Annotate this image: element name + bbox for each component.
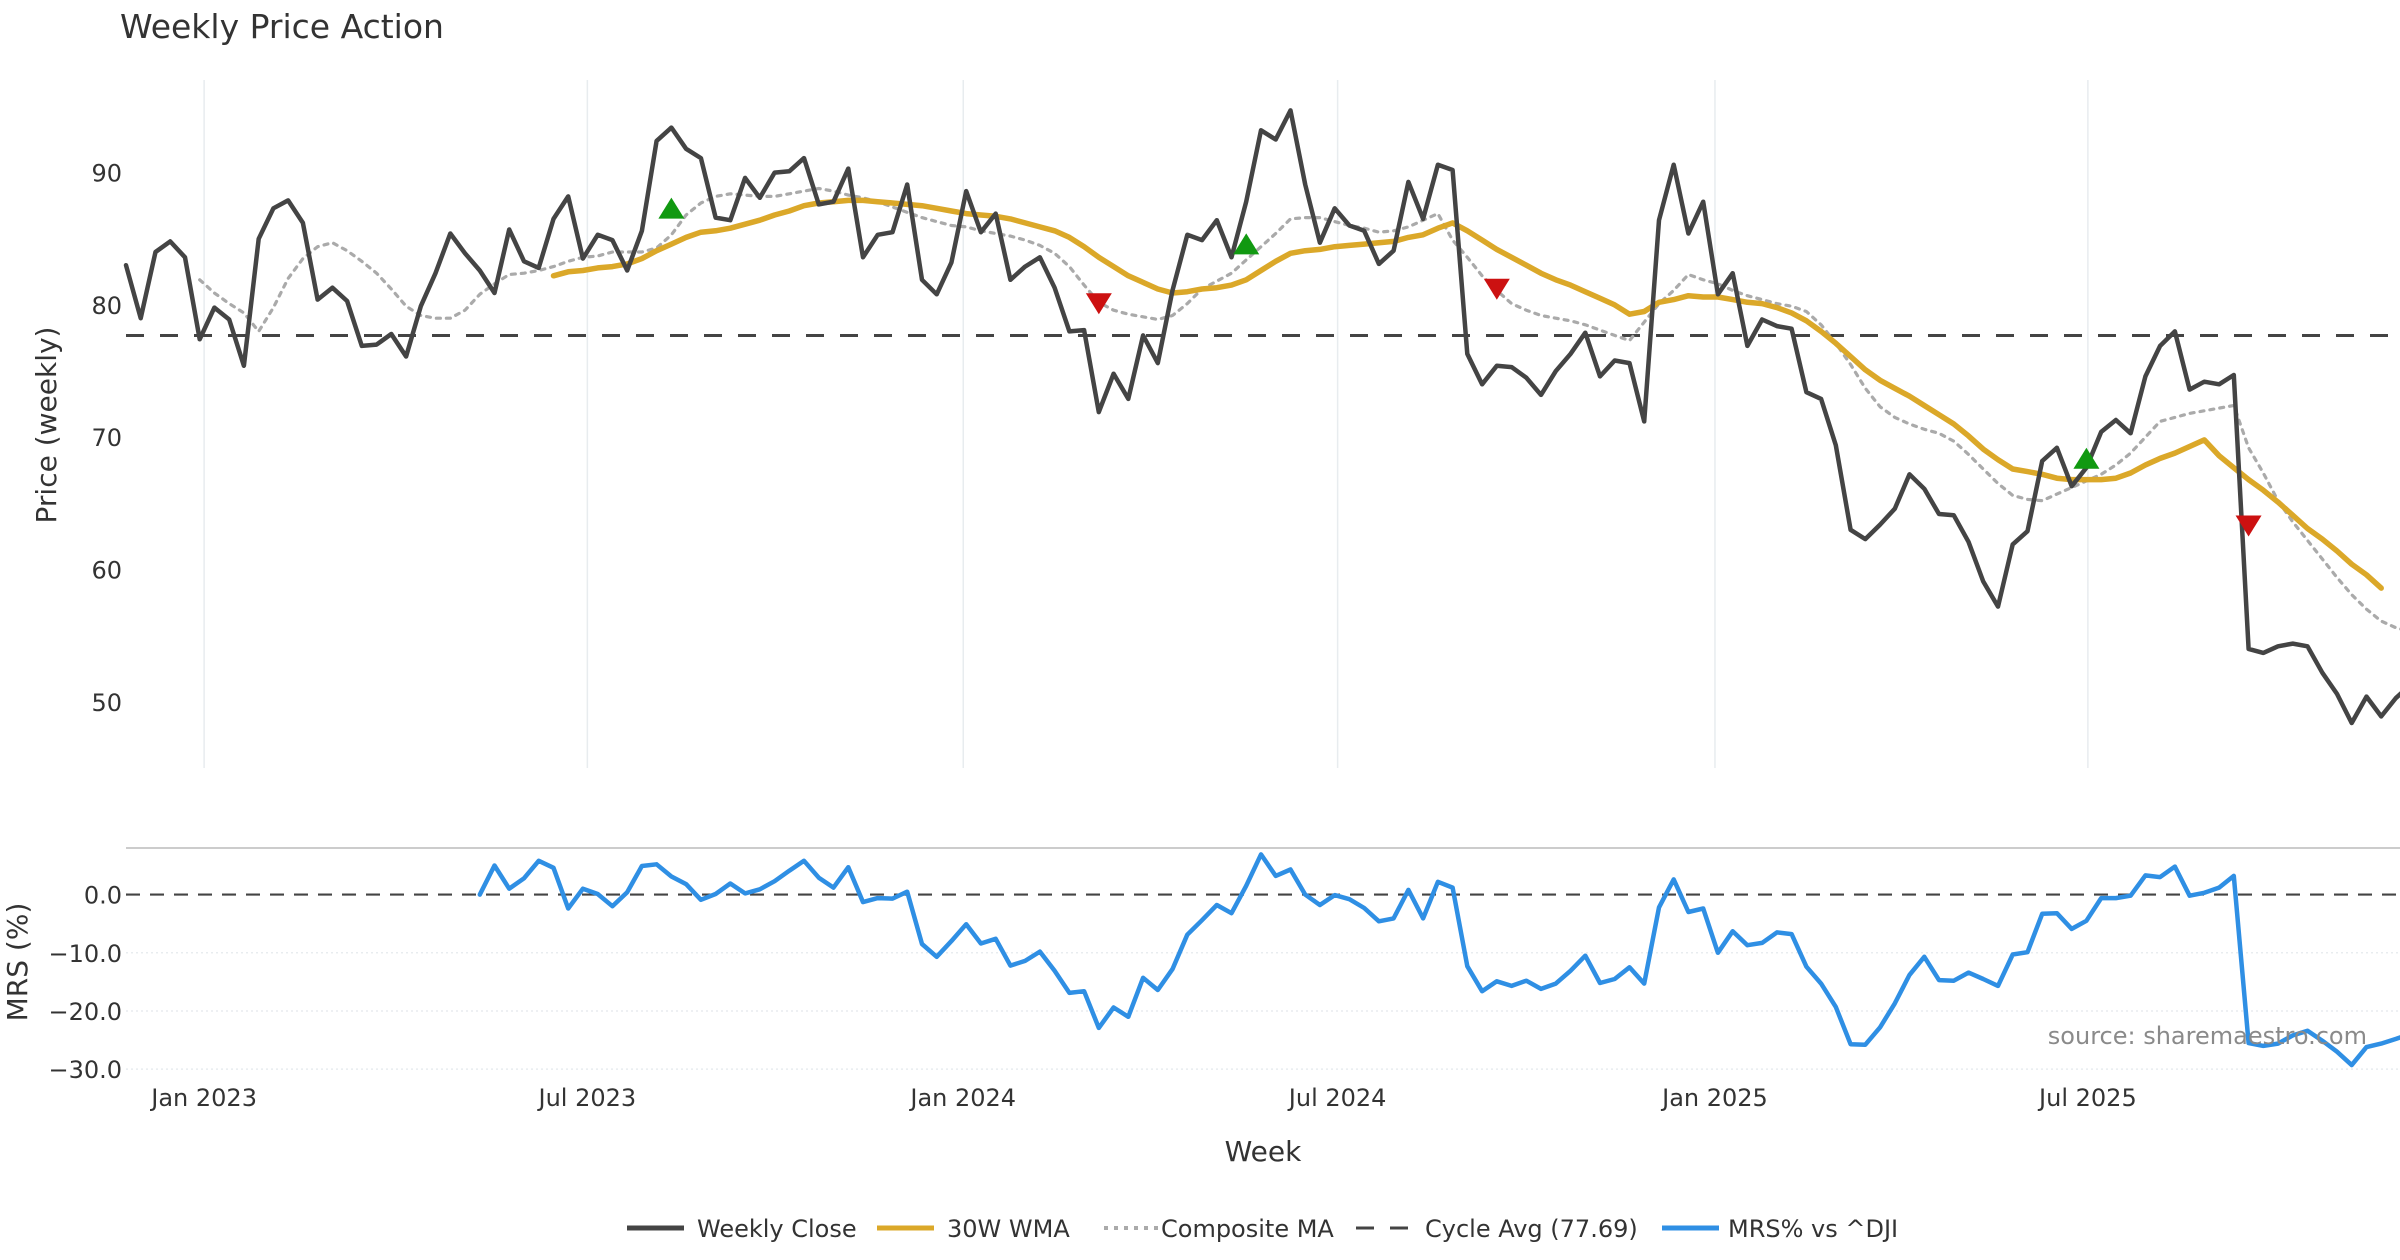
mrs-y-tick-label: −30.0 (48, 1056, 122, 1084)
composite-ma-line (198, 186, 2400, 631)
buy-signal-marker (1233, 233, 1260, 255)
price-y-tick-label: 50 (91, 689, 122, 717)
mrs-y-tick-label: −10.0 (48, 940, 122, 968)
legend-label-wma: 30W WMA (947, 1215, 1070, 1243)
legend-label-composite: Composite MA (1161, 1215, 1334, 1243)
x-tick-label: Jan 2024 (908, 1084, 1016, 1112)
sell-signal-marker (2235, 515, 2262, 537)
x-ticks: Jan 2023 Jul 2023 Jan 2024 Jul 2024 Jan 2025… (149, 1084, 2136, 1112)
x-tick-label: Jan 2025 (1660, 1084, 1768, 1112)
price-y-tick-label: 70 (91, 424, 122, 452)
buy-signal-marker (2073, 447, 2100, 469)
mrs-grid (126, 952, 2400, 1070)
price-grid (203, 80, 2089, 768)
mrs-y-ticks: 0.0 −10.0 −20.0 −30.0 (48, 882, 122, 1085)
legend-label-close: Weekly Close (697, 1215, 857, 1243)
price-y-tick-label: 60 (91, 557, 122, 585)
price-y-ticks: 50 60 70 80 90 (91, 160, 122, 717)
buy-signal-marker (658, 197, 685, 219)
price-y-tick-label: 80 (91, 292, 122, 320)
legend: Weekly Close 30W WMA Composite MA Cycle … (627, 1215, 1898, 1243)
mrs-y-tick-label: −20.0 (48, 998, 122, 1026)
mrs-y-tick-label: 0.0 (84, 882, 122, 910)
chart-title: Weekly Price Action (120, 7, 444, 46)
mrs-line (477, 852, 2400, 1068)
source-note: source: sharemaestro.com (2048, 1022, 2367, 1050)
x-tick-label: Jul 2024 (1287, 1084, 1387, 1112)
signal-markers (658, 197, 2262, 537)
sell-signal-marker (1483, 278, 1510, 300)
legend-label-cycle: Cycle Avg (77.69) (1425, 1215, 1638, 1243)
mrs-y-label: MRS (%) (1, 903, 34, 1022)
price-y-tick-label: 90 (91, 160, 122, 188)
weekly-close-line (123, 108, 2400, 726)
sell-signal-marker (1085, 293, 1112, 315)
x-tick-label: Jan 2023 (149, 1084, 257, 1112)
x-tick-label: Jul 2023 (537, 1084, 637, 1112)
price-y-label: Price (weekly) (30, 327, 63, 524)
x-axis-label: Week (1225, 1135, 1302, 1168)
x-tick-label: Jul 2025 (2037, 1084, 2137, 1112)
legend-label-mrs: MRS% vs ^DJI (1728, 1215, 1898, 1243)
